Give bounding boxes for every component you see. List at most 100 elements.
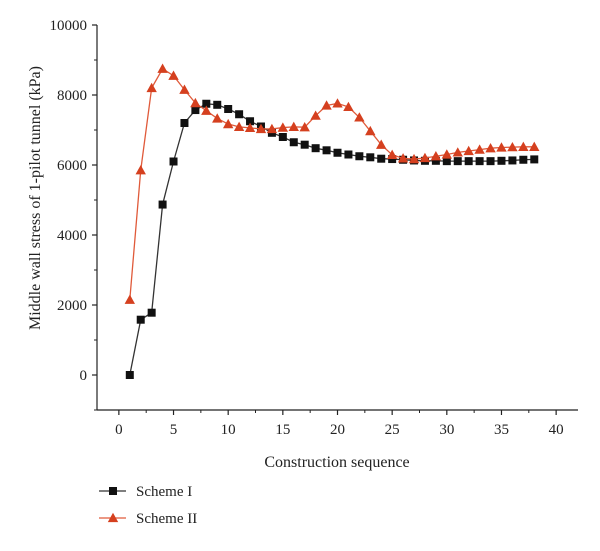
series-line [129,67,535,300]
data-point [321,100,332,110]
x-tick-label: 10 [221,422,236,438]
data-point [278,133,287,141]
data-point [135,165,146,175]
x-tick-label: 35 [494,422,509,438]
data-point [333,148,342,157]
data-point [507,141,518,152]
data-point [310,110,321,120]
legend-label: Scheme II [136,511,197,527]
data-point [289,138,298,147]
data-point [376,139,387,149]
series-0 [125,99,539,379]
data-point [136,315,145,324]
data-point [452,147,463,157]
data-point [202,99,211,108]
y-tick-label: 2000 [57,298,87,314]
data-point [158,200,167,209]
data-point [529,141,540,151]
data-point [212,113,223,123]
data-point [474,144,485,154]
x-tick-label: 25 [385,422,400,438]
legend-marker [109,487,117,495]
x-tick-label: 5 [170,422,178,438]
x-tick-label: 15 [275,422,290,438]
y-axis-title: Middle wall stress of 1-pilot tunnel (kP… [27,66,44,330]
y-tick-label: 8000 [57,88,87,104]
data-point [311,144,320,153]
data-point [344,150,353,159]
data-point [277,122,289,132]
y-tick-label: 0 [80,368,88,384]
data-point [463,145,474,156]
data-point [124,294,135,304]
data-point [266,123,278,134]
data-point [386,149,398,160]
data-point [235,110,244,119]
data-point [366,153,375,162]
series-line [129,103,535,376]
axes: 0 2000 4000 6000 8000 10000 0 5 10 15 20 25 30 35 40 [50,18,578,438]
data-point [419,152,431,163]
data-point [497,156,506,165]
data-point [125,371,134,379]
legend-marker [107,512,119,523]
data-point [343,101,354,112]
legend: Scheme I Scheme II [99,484,197,527]
x-axis-title: Construction sequence [264,454,409,471]
legend-item-0: Scheme I [99,484,192,500]
data-point [464,157,473,166]
series-1 [124,63,540,304]
data-point [157,63,168,73]
data-point [354,112,365,122]
data-point [147,308,156,317]
data-point [530,155,539,164]
data-point [300,140,309,149]
data-point [486,157,495,166]
x-tick-label: 30 [439,422,454,438]
data-point [388,155,397,164]
x-tick-label: 0 [115,422,123,438]
data-point [442,157,451,166]
data-point [485,143,496,153]
data-point [169,157,178,166]
data-point [255,123,267,134]
data-point [299,122,310,132]
data-point [201,105,212,115]
data-point [355,152,364,161]
x-tick-label: 20 [330,422,345,438]
data-point [453,157,462,166]
y-tick-label: 6000 [57,158,87,174]
data-point [213,100,222,109]
legend-item-1: Scheme II [99,511,197,527]
data-point [168,70,179,80]
data-point [180,119,189,127]
data-point [496,142,507,152]
data-point [441,149,453,159]
y-tick-label: 10000 [50,18,88,34]
data-point [332,98,343,108]
data-point [322,146,331,155]
data-point [244,122,256,133]
data-point [431,156,440,165]
data-point [508,156,517,165]
legend-label: Scheme I [136,484,192,500]
data-point [222,118,234,129]
data-point [191,106,200,115]
data-point [146,82,157,93]
data-point [430,151,442,161]
data-point [365,125,376,136]
data-point [190,97,201,108]
data-point [288,121,299,132]
data-point [518,141,529,151]
data-point [179,84,190,94]
data-point [224,105,233,113]
data-point [377,154,386,163]
series-layer [124,63,540,379]
data-point [475,157,484,166]
data-point [519,155,528,164]
data-point [246,117,255,126]
data-point [233,121,245,132]
data-point [408,153,420,164]
